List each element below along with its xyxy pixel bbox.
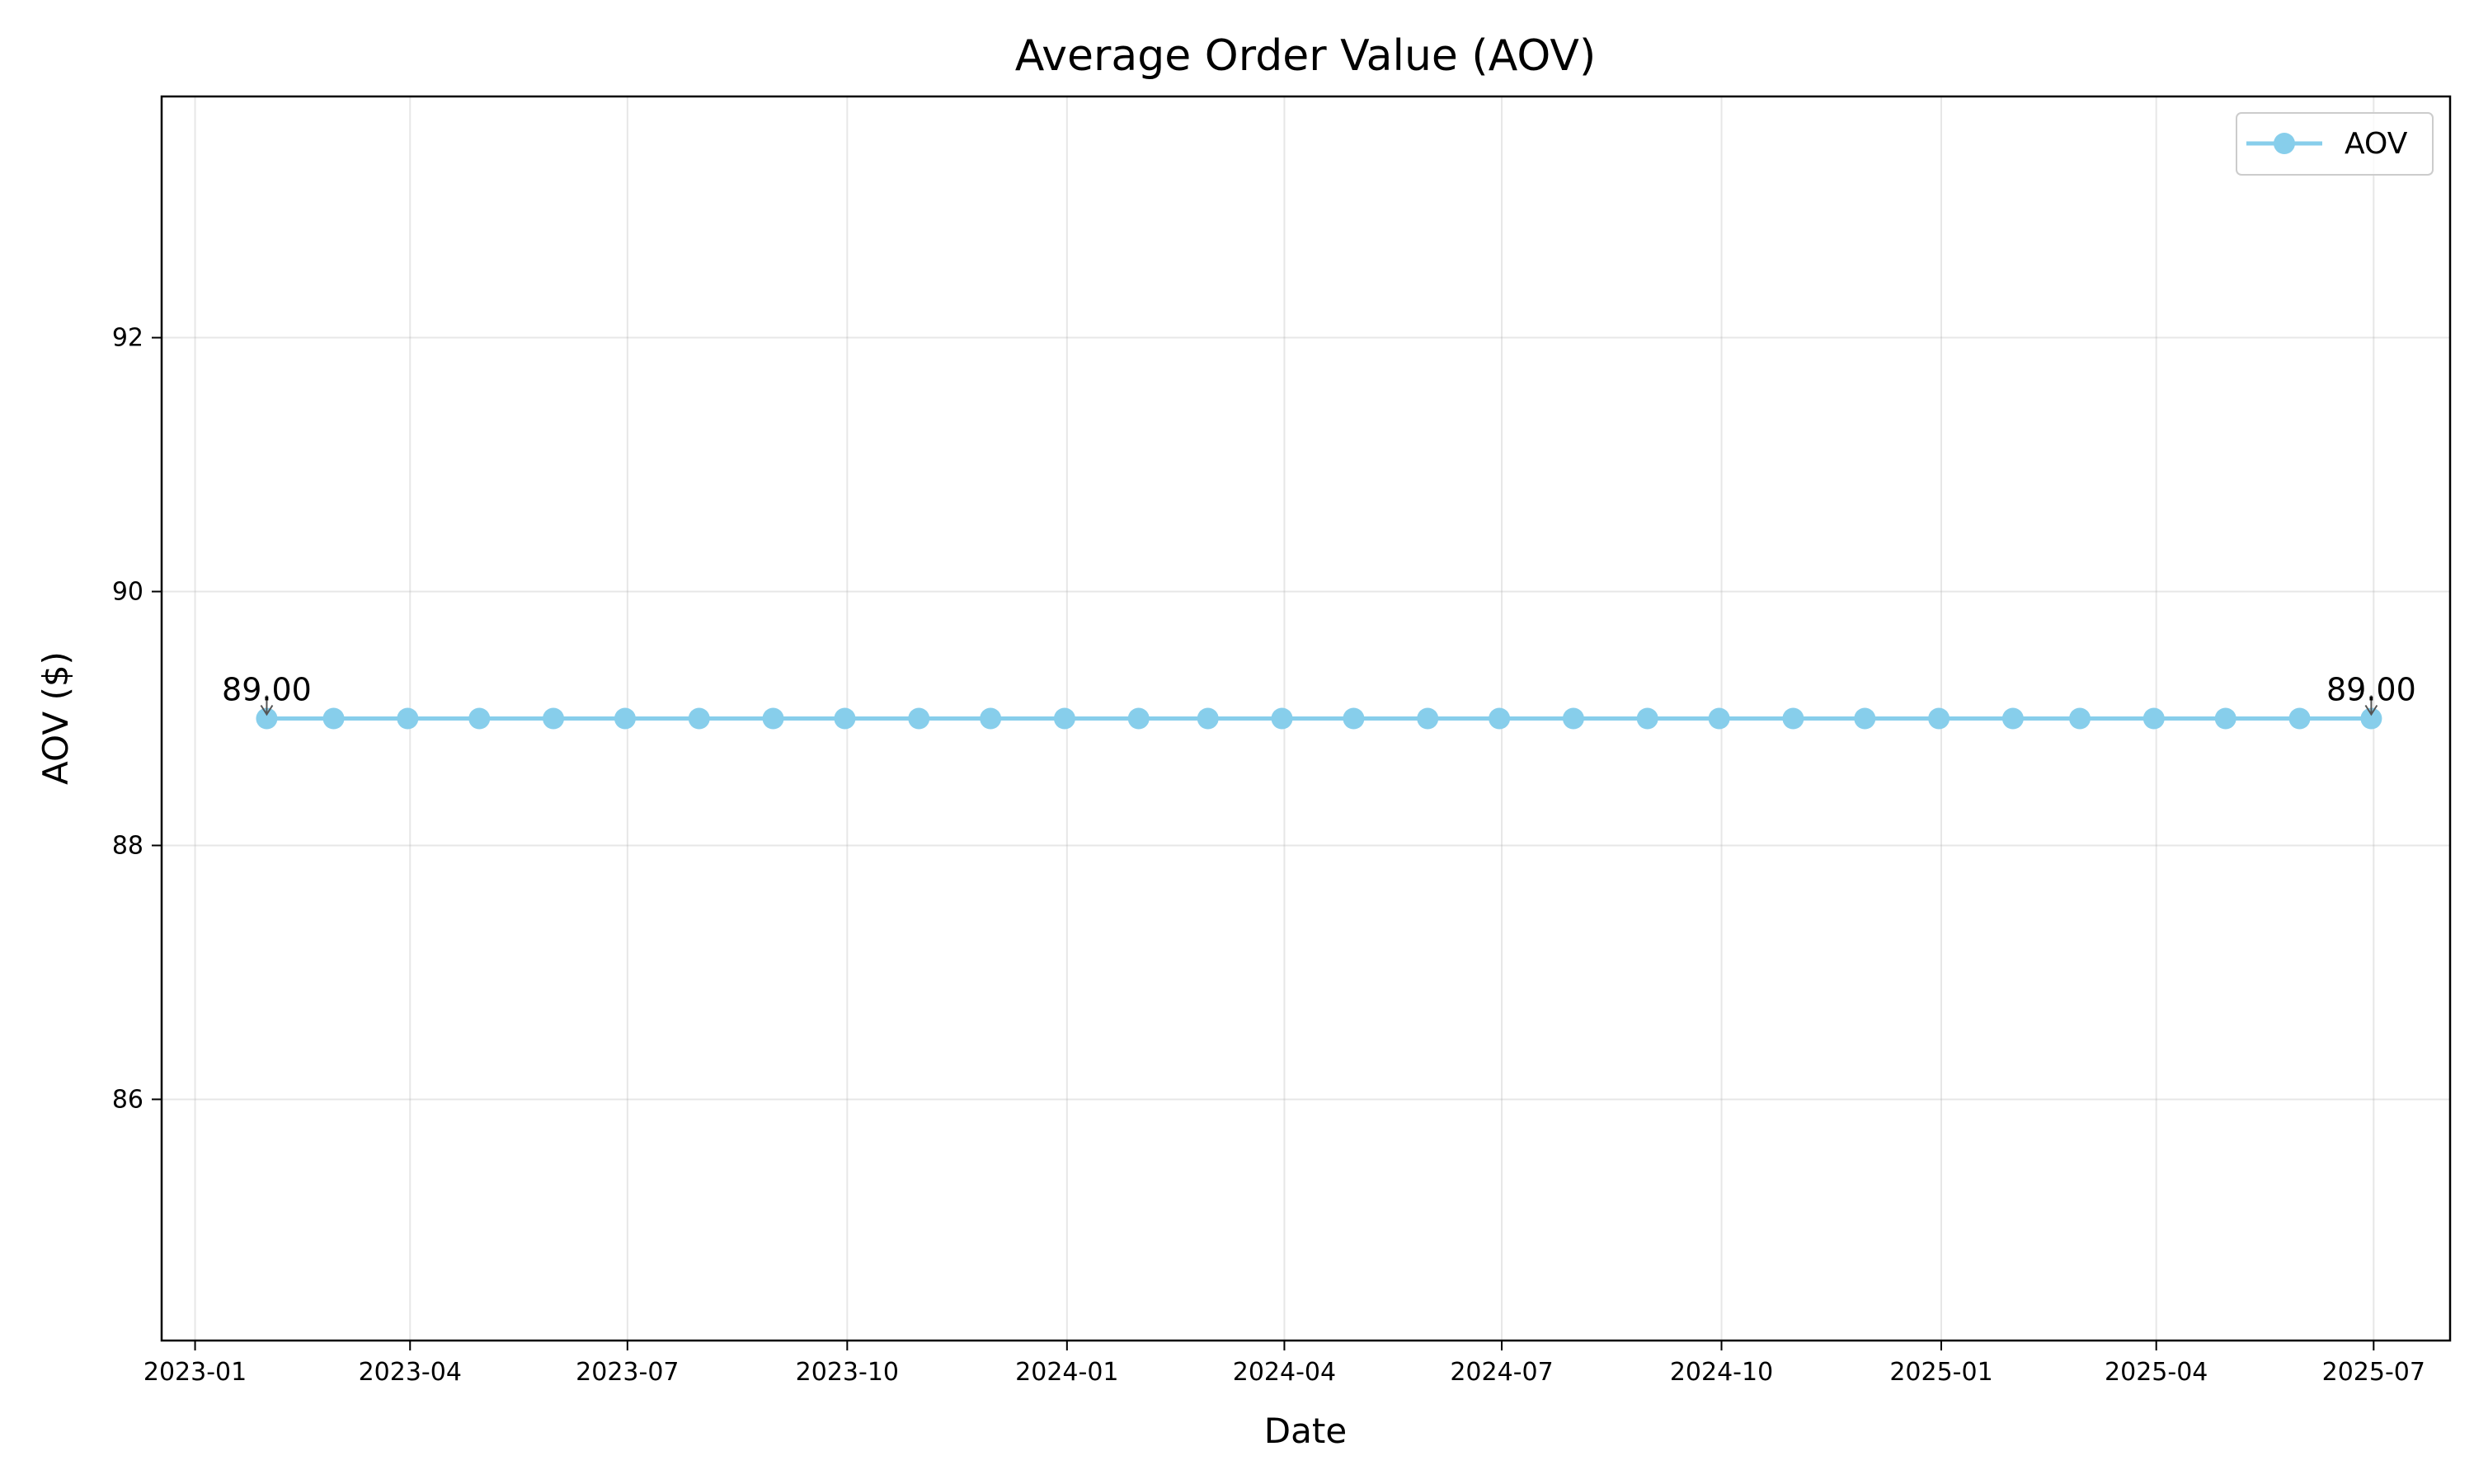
legend-marker-swatch <box>2274 133 2295 154</box>
x-tick-label: 2024-07 <box>1450 1358 1553 1387</box>
data-point <box>2288 707 2311 730</box>
x-tick-label: 2023-10 <box>796 1358 899 1387</box>
y-axis-ticks: 86 88 90 92 <box>112 324 162 1114</box>
x-tick-label: 2024-10 <box>1670 1358 1773 1387</box>
x-tick-label: 2023-07 <box>576 1358 679 1387</box>
data-point <box>2001 707 2024 730</box>
data-point <box>1271 707 1293 730</box>
data-point <box>397 707 419 730</box>
annotation-arrow-head <box>2364 704 2378 716</box>
y-tick-label: 86 <box>112 1085 143 1114</box>
annotation-layer: 89.00 89.00 <box>222 672 2416 716</box>
data-point <box>468 707 491 730</box>
legend-label-aov: AOV <box>2345 127 2408 161</box>
data-point <box>1053 707 1075 730</box>
data-point <box>2069 707 2091 730</box>
y-tick-label: 92 <box>112 324 143 353</box>
data-point <box>908 707 930 730</box>
data-point <box>1417 707 1439 730</box>
annotation-label: 89.00 <box>222 672 312 708</box>
legend: AOV <box>2236 112 2434 176</box>
data-point <box>1782 707 1804 730</box>
annotation-label: 89.00 <box>2326 672 2416 708</box>
x-tick-label: 2025-04 <box>2105 1358 2208 1387</box>
data-point <box>980 707 1002 730</box>
chart-title: Average Order Value (AOV) <box>1015 31 1597 81</box>
data-point <box>2360 707 2382 730</box>
data-point <box>614 707 636 730</box>
series-layer <box>256 707 2382 730</box>
x-tick-label: 2024-04 <box>1233 1358 1336 1387</box>
data-point <box>2142 707 2165 730</box>
data-point <box>688 707 710 730</box>
data-point <box>762 707 784 730</box>
y-tick-label: 90 <box>112 578 143 607</box>
x-tick-label: 2023-04 <box>359 1358 462 1387</box>
plot-area-frame <box>160 95 2452 1342</box>
data-point <box>1854 707 1876 730</box>
data-point <box>322 707 345 730</box>
data-point <box>834 707 856 730</box>
data-point <box>1708 707 1730 730</box>
data-point <box>1127 707 1150 730</box>
legend-frame <box>2236 112 2434 176</box>
data-point <box>1562 707 1584 730</box>
x-tick-label: 2025-07 <box>2322 1358 2425 1387</box>
x-tick-label: 2025-01 <box>1889 1358 1992 1387</box>
x-axis-title: Date <box>1264 1411 1347 1451</box>
data-point <box>2214 707 2236 730</box>
y-axis-title: AOV ($) <box>35 651 76 785</box>
data-point <box>256 707 278 730</box>
data-point <box>1197 707 1219 730</box>
annotation-arrow-head <box>260 704 274 716</box>
x-tick-label: 2024-01 <box>1015 1358 1118 1387</box>
data-point <box>1343 707 1365 730</box>
x-tick-label: 2023-01 <box>143 1358 247 1387</box>
y-tick-label: 88 <box>112 831 143 860</box>
x-axis-ticks: 2023-01 2023-04 2023-07 2023-10 2024-01 2024-… <box>143 1341 2425 1387</box>
data-point <box>543 707 565 730</box>
data-point <box>1489 707 1511 730</box>
data-point <box>1636 707 1658 730</box>
data-point <box>1928 707 1950 730</box>
